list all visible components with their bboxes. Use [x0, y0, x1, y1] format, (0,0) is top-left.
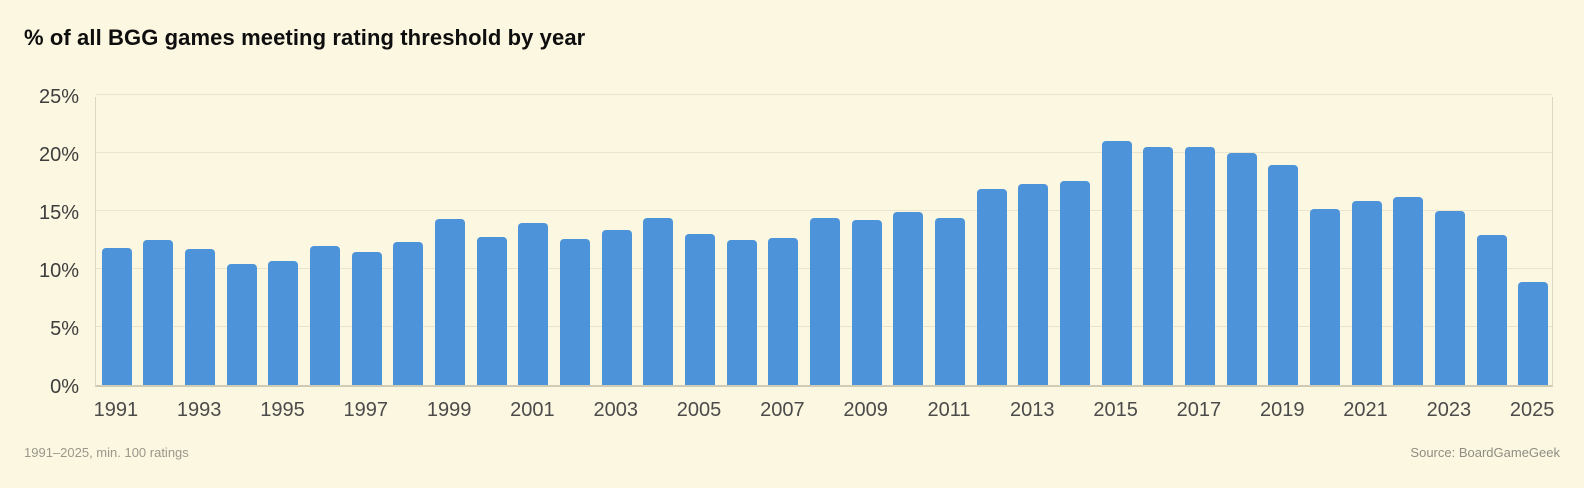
- bar-2025: [1518, 281, 1549, 385]
- bar-1995: [268, 260, 299, 385]
- y-tick-label-25: 25%: [38, 86, 79, 108]
- footnote-source: Source: BoardGameGeek: [1410, 445, 1560, 460]
- x-tick-label-1999: 1999: [426, 399, 472, 421]
- y-tick-label-5: 5%: [50, 318, 79, 340]
- bar-1991: [101, 248, 132, 385]
- x-tick-label-2009: 2009: [843, 399, 888, 421]
- bar-2021: [1351, 200, 1382, 385]
- bar-2023: [1434, 211, 1465, 385]
- x-tick-label-2021: 2021: [1343, 399, 1388, 421]
- bar-2013: [1018, 184, 1049, 385]
- x-tick-label-2023: 2023: [1426, 399, 1472, 421]
- x-tick-label-2003: 2003: [593, 399, 638, 421]
- bar-1996: [310, 245, 341, 385]
- x-tick-label-2005: 2005: [676, 399, 722, 421]
- x-tick-label-2011: 2011: [927, 399, 971, 421]
- bar-2017: [1184, 147, 1215, 385]
- bar-1998: [393, 242, 424, 385]
- y-tick-label-15: 15%: [38, 202, 79, 224]
- x-tick-label-2001: 2001: [510, 399, 555, 421]
- x-tick-label-2013: 2013: [1010, 399, 1055, 421]
- bar-2015: [1101, 141, 1132, 385]
- x-tick-label-2019: 2019: [1259, 399, 1305, 421]
- y-tick-label-0: 0%: [50, 376, 79, 398]
- bar-2020: [1309, 208, 1340, 385]
- bar-2022: [1393, 197, 1424, 385]
- bar-2014: [1059, 180, 1090, 385]
- x-tick-label-1995: 1995: [260, 399, 305, 421]
- bar-2003: [601, 229, 632, 385]
- gridline-20: [96, 152, 1552, 153]
- x-tick-label-2015: 2015: [1093, 399, 1138, 421]
- bar-2001: [518, 222, 549, 385]
- bar-1993: [185, 249, 216, 385]
- bar-2024: [1476, 235, 1507, 385]
- footnote-range: 1991–2025, min. 100 ratings: [24, 445, 189, 460]
- x-axis: 1991 1993 1995 1997 1999 2001 2003 2005 2007 2009…: [93, 399, 1555, 426]
- bar-2004: [643, 217, 674, 385]
- bar-2009: [851, 220, 882, 385]
- x-tick-label-2007: 2007: [760, 399, 805, 421]
- bar-2008: [810, 217, 840, 385]
- x-tick-label-1997: 1997: [343, 399, 389, 421]
- x-tick-label-1993: 1993: [176, 399, 222, 421]
- bar-1992: [143, 240, 174, 385]
- y-tick-label-10: 10%: [38, 260, 79, 282]
- bar-1999: [435, 219, 466, 385]
- bar-2012: [976, 188, 1007, 385]
- y-tick-label-20: 20%: [38, 144, 79, 166]
- bar-1994: [226, 264, 257, 385]
- bar-2019: [1268, 164, 1299, 385]
- bar-2005: [685, 234, 716, 385]
- bar-2007: [768, 237, 799, 385]
- bar-2010: [893, 212, 924, 385]
- y-axis: 0% 5% 10% 15% 20% 25%: [0, 87, 79, 397]
- gridline-25: [96, 94, 1552, 95]
- bar-2002: [560, 238, 591, 385]
- x-tick-label-2017: 2017: [1176, 399, 1222, 421]
- bar-2006: [726, 240, 757, 385]
- bar-2000: [476, 236, 507, 385]
- bar-2018: [1226, 153, 1257, 385]
- chart-title: % of all BGG games meeting rating thresh…: [24, 25, 586, 50]
- x-tick-label-2025: 2025: [1509, 399, 1555, 421]
- bar-2016: [1143, 147, 1174, 385]
- bar-1997: [351, 251, 382, 385]
- plot-area: [95, 94, 1553, 387]
- x-tick-label-1991: 1991: [93, 399, 139, 421]
- bar-2011: [934, 217, 965, 385]
- gridline-15: [96, 210, 1552, 211]
